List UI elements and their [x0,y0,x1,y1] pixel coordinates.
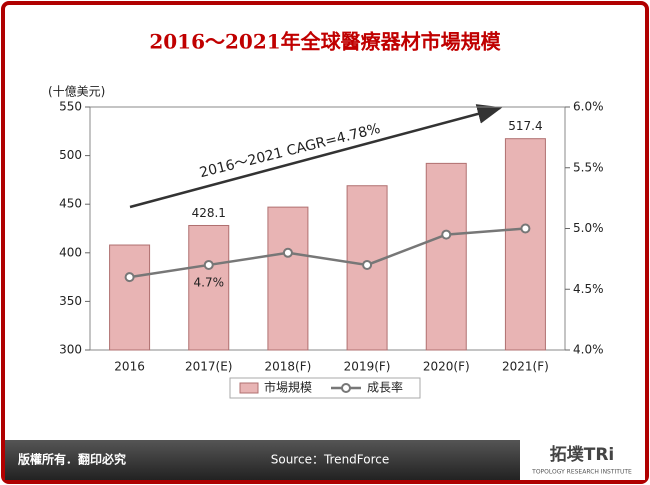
copyright: 版權所有．翻印必究 [18,452,126,467]
bar [267,206,309,351]
chart-title: 2016～2021年全球醫療器材市場規模 [149,30,501,54]
y2-tick-label: 4.0% [573,343,604,357]
x-tick-label: 2019(F) [344,360,391,374]
x-tick-label: 2016 [114,360,145,374]
x-tick-label: 2018(F) [265,360,312,374]
bar [188,224,230,351]
line-point [520,223,531,234]
y-tick-label: 400 [59,245,82,259]
line-point [203,259,214,270]
legend-swatch [239,382,259,394]
y-tick-label: 300 [59,343,82,357]
y-tick-label: 450 [59,197,82,211]
y-axis-label: (十億美元) [48,85,105,99]
brand-box [520,440,645,480]
bar-label: 428.1 [192,206,226,220]
legend-box [229,377,421,399]
cagr-arrow [129,104,503,209]
line-point [124,272,135,283]
legend-label: 成長率 [367,380,403,395]
y2-tick-label: 5.0% [573,221,604,235]
y2-tick-label: 6.0% [573,100,604,114]
x-tick-label: 2021(F) [502,360,549,374]
x-tick-label: 2017(E) [185,360,232,374]
line [129,227,526,279]
bar [109,244,151,351]
bar [504,138,546,351]
brand-subtitle: TOPOLOGY RESEARCH INSTITUTE [531,469,632,476]
y-tick-label: 350 [59,294,82,308]
bar-label: 517.4 [508,119,542,133]
line-point [441,229,452,240]
legend-label: 市場規模 [264,380,312,395]
x-tick-label: 2020(F) [423,360,470,374]
legend-marker [341,383,351,393]
y2-tick-label: 4.5% [573,282,604,296]
y-tick-label: 550 [59,100,82,114]
bar [425,162,467,351]
y2-tick-label: 5.5% [573,160,604,174]
y-tick-label: 500 [59,148,82,162]
source: Source：TrendForce [271,453,390,467]
brand-name: 拓墣TRi [550,445,615,465]
line-point [362,259,373,270]
point-label: 4.7% [194,275,225,289]
line-point [282,247,293,258]
